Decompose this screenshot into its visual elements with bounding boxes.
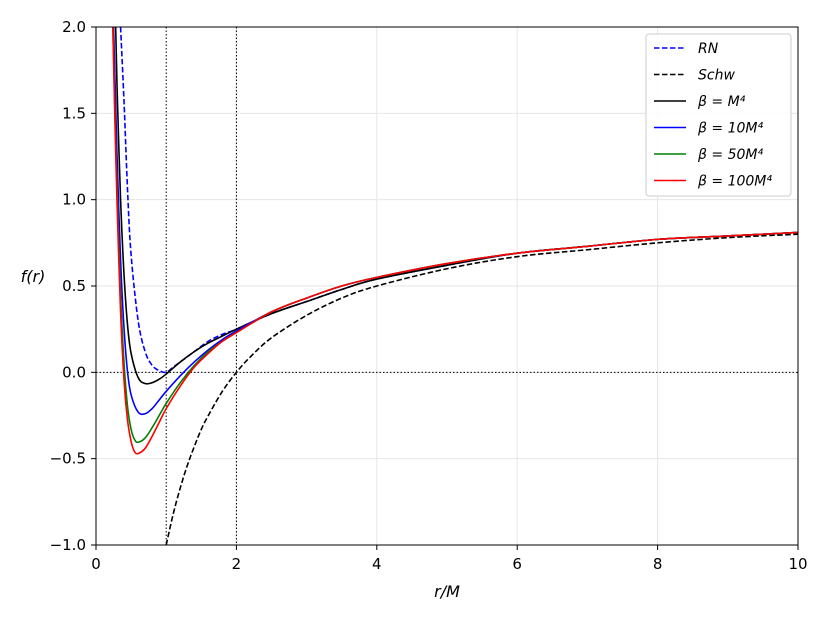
legend-label: RN <box>698 41 719 57</box>
y-tick-label: 1.0 <box>62 191 86 209</box>
x-tick-label: 6 <box>512 555 522 573</box>
legend-label: β = 50M⁴ <box>697 147 763 163</box>
reference-lines <box>96 27 798 545</box>
y-tick-label: 1.5 <box>62 104 86 122</box>
axis-ticks: 0 2 4 6 8 10 −1.0 −0.5 0.0 0.5 1.0 1.5 2.0 <box>50 18 808 573</box>
y-tick-label: −1.0 <box>50 536 86 554</box>
legend-box <box>645 33 792 197</box>
y-tick-label: 0.0 <box>62 363 86 381</box>
series-line-2 <box>165 233 798 545</box>
legend-label: β = 10M⁴ <box>697 121 763 137</box>
x-tick-label: 10 <box>788 555 807 573</box>
x-axis-label: r/M <box>434 582 460 601</box>
series-line-1 <box>119 27 798 374</box>
x-tick-label: 2 <box>232 555 242 573</box>
legend-label: β = 100M⁴ <box>697 174 772 190</box>
x-tick-label: 0 <box>91 555 101 573</box>
y-tick-label: 2.0 <box>62 18 86 36</box>
legend-label: Schw <box>698 68 735 84</box>
x-tick-label: 4 <box>372 555 382 573</box>
y-axis-label: f(r) <box>21 267 46 286</box>
y-tick-label: 0.5 <box>62 277 86 295</box>
series-lines <box>112 27 798 545</box>
x-tick-label: 8 <box>653 555 663 573</box>
series-line-6 <box>112 27 798 455</box>
legend-label: β = M⁴ <box>697 94 746 110</box>
legend: RN Schw β = M⁴ β = 10M⁴ β = 50M⁴ β = 100M⁴ <box>645 33 792 197</box>
y-tick-label: −0.5 <box>50 450 86 468</box>
